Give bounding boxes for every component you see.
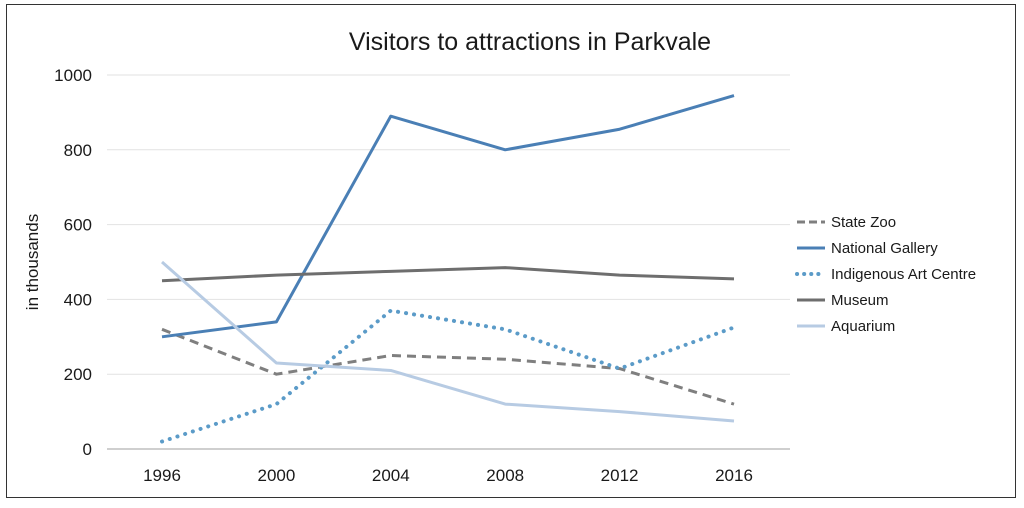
chart-title: Visitors to attractions in Parkvale [349,28,711,56]
x-axis-ticks: 1996 2000 2004 2008 2012 2016 [143,466,753,485]
x-tick-label: 2016 [715,466,753,485]
x-tick-label: 2000 [257,466,295,485]
y-tick-label: 1000 [54,66,92,85]
y-tick-label: 400 [64,290,92,309]
x-tick-label: 2008 [486,466,524,485]
legend-label: State Zoo [831,214,896,231]
series-line-aquarium [161,260,735,423]
series-line-national-gallery [161,94,735,339]
y-axis-label: in thousands [23,214,42,310]
legend: State Zoo National Gallery Indigenous Art … [795,214,976,335]
legend-label: Indigenous Art Centre [831,266,976,283]
y-tick-label: 800 [64,141,92,160]
y-tick-label: 0 [83,440,92,459]
y-axis-ticks: 0 200 400 600 800 1000 [54,66,92,459]
gridlines [107,74,790,450]
x-tick-label: 1996 [143,466,181,485]
y-tick-label: 600 [64,216,92,235]
legend-label: Museum [831,292,889,309]
x-tick-label: 2012 [601,466,639,485]
chart-frame [6,4,1016,498]
legend-label: Aquarium [831,318,895,335]
series-line-museum [161,266,735,283]
series-line-state-zoo [161,327,735,406]
series-line-indigenous-art-centre [160,308,736,444]
y-tick-label: 200 [64,365,92,384]
series-lines [160,94,736,444]
x-tick-label: 2004 [372,466,410,485]
legend-label: National Gallery [831,240,938,257]
